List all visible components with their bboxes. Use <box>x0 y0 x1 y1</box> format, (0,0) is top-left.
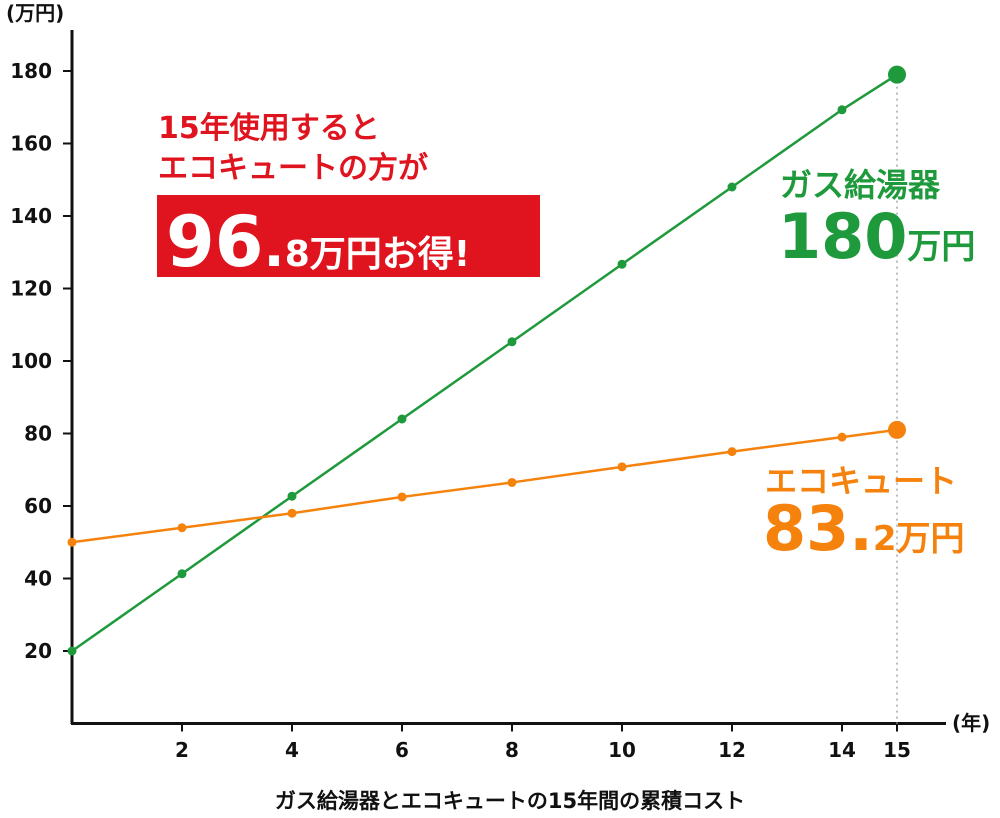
x-tick-label: 15 <box>883 738 911 762</box>
y-tick-label: 120 <box>10 277 52 301</box>
x-tick-label: 4 <box>285 738 299 762</box>
y-tick-label: 40 <box>24 567 52 591</box>
point <box>837 105 847 115</box>
point <box>727 182 737 192</box>
x-tick-label: 6 <box>395 738 409 762</box>
x-tick-label: 14 <box>828 738 856 762</box>
end-label-part: 万円 <box>907 227 975 267</box>
x-tick-label: 12 <box>718 738 746 762</box>
point <box>177 523 187 533</box>
x-tick-label: 10 <box>608 738 636 762</box>
chart-title: ガス給湯器とエコキュートの15年間の累積コスト <box>275 789 745 813</box>
y-tick-label: 100 <box>10 349 52 373</box>
point <box>67 646 77 656</box>
point <box>507 337 517 347</box>
end-label-part: . <box>849 492 873 565</box>
point <box>837 432 847 442</box>
end-label-part: 2万円 <box>873 519 965 559</box>
highlight-small: 8万円お得! <box>285 234 470 275</box>
point <box>67 537 77 547</box>
y-tick-label: 60 <box>24 494 52 518</box>
highlight-big: 96 <box>166 201 263 283</box>
y-axis-label: (万円) <box>6 1 64 25</box>
x-axis-label: (年) <box>952 711 990 735</box>
point <box>287 491 297 501</box>
series-label: ガス給湯器 <box>780 166 941 204</box>
y-tick-label: 20 <box>24 639 52 663</box>
series-end-label: 180万円 <box>778 200 975 273</box>
end-label-part: 83 <box>763 492 849 565</box>
point <box>888 420 906 439</box>
end-label-part: 180 <box>778 200 907 273</box>
point <box>177 569 187 579</box>
y-tick-label: 80 <box>24 422 52 446</box>
annotation-line: 15年使用すると <box>158 111 380 146</box>
highlight-text: 96.8万円お得! <box>166 201 470 283</box>
y-tick-label: 160 <box>10 132 52 156</box>
annotation-line: エコキュートの方が <box>158 151 428 186</box>
point <box>727 447 737 457</box>
series-label: エコキュート <box>765 462 957 500</box>
point <box>397 414 407 424</box>
point <box>617 462 627 472</box>
series-end-label: 83.2万円 <box>763 492 965 565</box>
point <box>617 259 627 269</box>
x-tick-label: 2 <box>175 738 189 762</box>
point <box>397 492 407 502</box>
y-tick-label: 140 <box>10 204 52 228</box>
point <box>507 477 517 487</box>
highlight-box <box>157 195 540 277</box>
y-tick-label: 180 <box>10 59 52 83</box>
point <box>287 508 297 518</box>
x-tick-label: 8 <box>505 738 519 762</box>
highlight-dot: . <box>263 215 284 280</box>
point <box>888 65 906 84</box>
